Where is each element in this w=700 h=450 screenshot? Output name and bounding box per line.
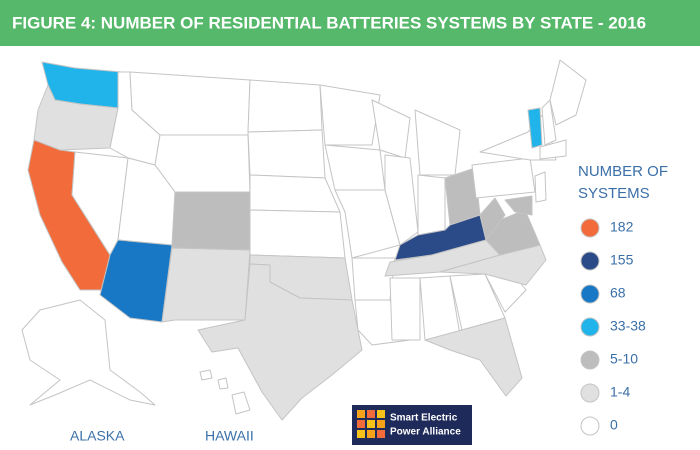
state-shape: [541, 99, 557, 146]
state-shape: [161, 247, 251, 323]
legend-swatch: [580, 218, 600, 238]
logo-text: Smart Electric: [390, 413, 458, 424]
state-shape: [527, 107, 543, 149]
header-title: FIGURE 4: NUMBER OF RESIDENTIAL BATTERIE…: [12, 13, 646, 32]
legend-title: SYSTEMS: [578, 185, 650, 202]
state-shape: [334, 189, 401, 259]
state-shape: [324, 144, 386, 191]
state-shape: [384, 154, 419, 246]
legend-label: 182: [610, 219, 634, 235]
state-shape: [424, 317, 523, 397]
state-shape: [549, 59, 587, 126]
state-shape: [414, 109, 461, 176]
legend-swatch: [580, 383, 600, 403]
map-label: HAWAII: [205, 428, 254, 444]
legend-label: 155: [610, 252, 634, 268]
state-shape: [171, 191, 251, 251]
state-shape: [249, 209, 346, 259]
state-shape: [231, 391, 251, 415]
logo: Smart Electric Power Alliance: [352, 405, 472, 445]
state-shape: [479, 197, 506, 241]
us-map: [21, 59, 587, 421]
map-label: ALASKA: [70, 428, 125, 444]
legend-swatch: [580, 251, 600, 271]
legend-label: 68: [610, 285, 626, 301]
legend-swatch: [580, 416, 600, 436]
state-shape: [504, 195, 533, 216]
state-shape: [319, 84, 381, 146]
state-shape: [217, 377, 229, 390]
state-shape: [351, 257, 396, 301]
legend: NUMBER OF SYSTEMS 182 155 68 33-38 5-10 1-4 0: [578, 163, 668, 436]
legend-swatch: [580, 284, 600, 304]
header-bar: [0, 0, 700, 46]
state-shape: [197, 263, 363, 421]
legend-label: 33-38: [610, 318, 646, 334]
state-shape: [247, 129, 326, 179]
state-shape: [417, 174, 446, 236]
legend-swatch: [580, 350, 600, 370]
state-shape: [471, 157, 536, 199]
state-shape: [199, 369, 213, 381]
legend-swatch: [580, 317, 600, 337]
state-shape: [247, 79, 323, 133]
legend-label: 5-10: [610, 351, 638, 367]
legend-label: 0: [610, 417, 618, 433]
state-shape: [249, 174, 341, 213]
logo-icon: [357, 410, 385, 438]
state-shape: [21, 299, 156, 406]
legend-title: NUMBER OF: [578, 163, 668, 180]
logo-text: Power Alliance: [390, 427, 461, 438]
state-shape: [539, 139, 567, 160]
state-shape: [389, 277, 421, 341]
legend-label: 1-4: [610, 384, 630, 400]
state-shape: [534, 171, 547, 203]
